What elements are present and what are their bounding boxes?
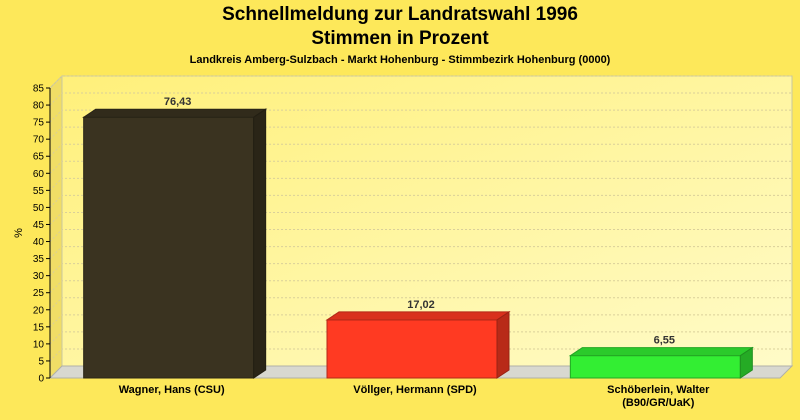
gridline: [49, 331, 792, 345]
gridline: [49, 75, 792, 89]
y-tick-label: 70: [33, 135, 45, 146]
gridline: [49, 160, 792, 174]
gridline: [49, 109, 792, 123]
y-tick-label: 15: [33, 322, 45, 333]
gridline: [49, 143, 792, 157]
y-tick-label: 45: [33, 220, 45, 231]
category-label: Schöberlein, Walter: [607, 384, 710, 396]
bar-top: [325, 311, 511, 321]
gridline: [49, 229, 792, 242]
y-tick-label: 5: [38, 356, 44, 367]
category-label: (B90/GR/UaK): [622, 397, 694, 409]
bar-side: [739, 346, 753, 379]
y-tick-label: 20: [33, 305, 45, 316]
data-label: 17,02: [407, 299, 435, 311]
bar: [326, 319, 498, 379]
chart-caption: Landkreis Amberg-Sulzbach - Markt Hohenb…: [189, 54, 611, 66]
y-tick-label: 60: [33, 169, 45, 180]
bar-top: [568, 347, 754, 357]
y-tick-label: 80: [33, 101, 45, 112]
bar: [569, 355, 741, 379]
chart-subtitle: Stimmen in Prozent: [311, 28, 489, 49]
gridline: [49, 280, 792, 294]
gridline: [49, 348, 792, 362]
y-tick-label: 65: [33, 152, 45, 163]
y-tick-label: 75: [33, 118, 45, 129]
data-label: 6,55: [654, 335, 675, 347]
y-tick-label: 85: [33, 84, 45, 95]
gridline: [49, 263, 792, 277]
y-tick-label: 25: [33, 288, 45, 299]
gridline: [49, 194, 792, 208]
gridline: [49, 314, 792, 328]
gridline: [49, 297, 792, 311]
y-tick-label: 40: [33, 237, 45, 248]
category-label: Völlger, Hermann (SPD): [353, 384, 477, 396]
gridline: [49, 246, 792, 259]
category-label: Wagner, Hans (CSU): [119, 384, 225, 396]
y-tick-label: 35: [33, 254, 45, 265]
y-tick-label: 10: [33, 339, 45, 350]
data-label: 76,43: [164, 96, 192, 108]
gridline: [49, 126, 792, 140]
y-tick-label: 30: [33, 271, 45, 282]
chart-title: Schnellmeldung zur Landratswahl 1996: [222, 4, 578, 25]
bar: [83, 116, 255, 379]
y-tick-label: 0: [38, 374, 44, 385]
y-tick-label: 50: [33, 203, 45, 214]
gridline: [49, 211, 792, 225]
y-axis-label: %: [13, 228, 25, 238]
bar-side: [253, 108, 267, 379]
gridline: [49, 177, 792, 191]
bar-top: [82, 108, 268, 118]
y-tick-label: 55: [33, 186, 45, 197]
bar-side: [496, 310, 510, 379]
gridline: [49, 92, 792, 106]
plot-side-wall: [49, 74, 63, 380]
